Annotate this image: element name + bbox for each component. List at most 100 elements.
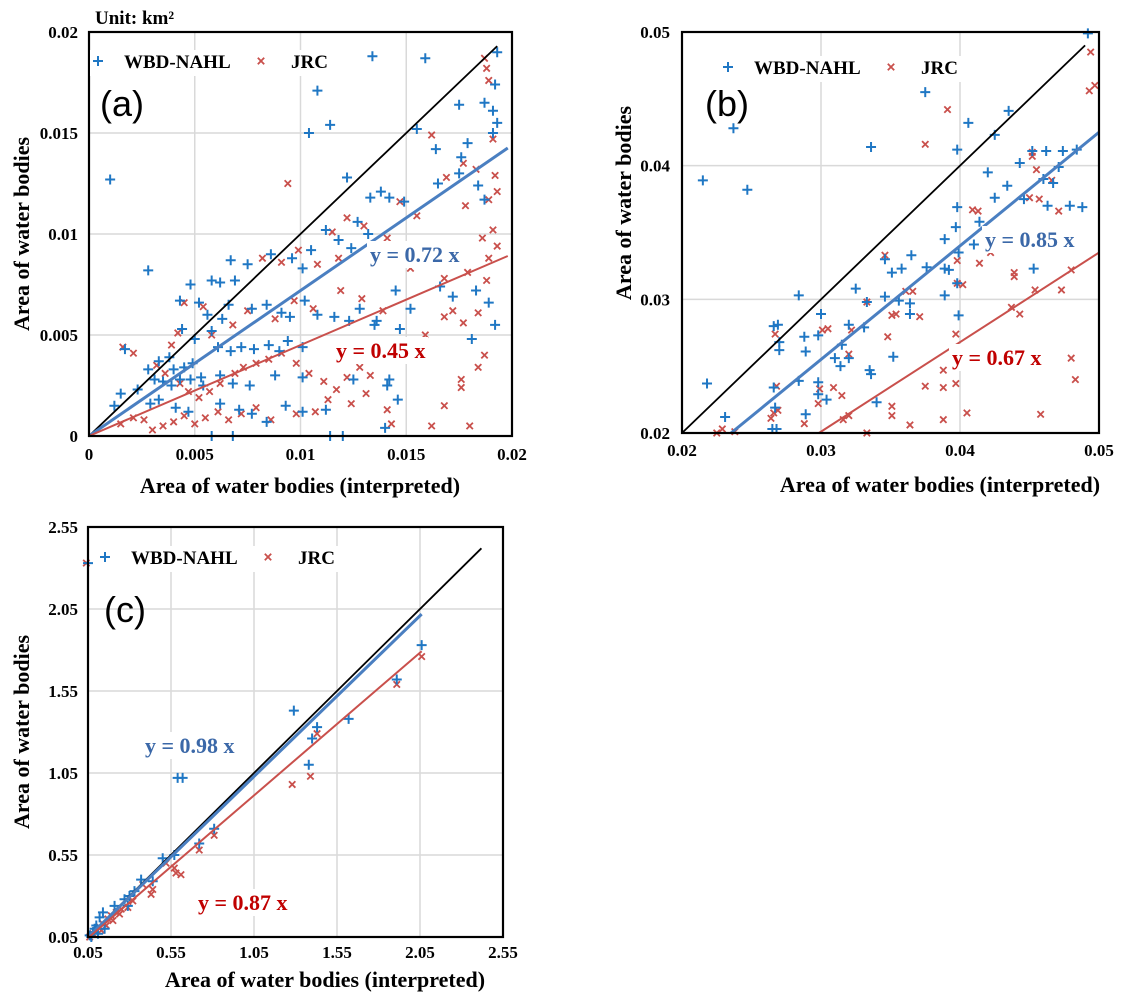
- wbd-nahl-point: [297, 263, 308, 274]
- wbd-nahl-point: [896, 263, 907, 274]
- wbd-nahl-point: [367, 51, 378, 62]
- wbd-nahl-point: [447, 291, 458, 302]
- x-tick-label: 0.05: [1084, 441, 1114, 460]
- equation-label-wbd-nahl: y = 0.72 x: [370, 242, 460, 267]
- wbd-nahl-point: [768, 382, 779, 393]
- jrc-point: [1067, 354, 1076, 362]
- wbd-nahl-point: [288, 705, 299, 716]
- jrc-point: [493, 187, 502, 196]
- y-tick-label: 0.05: [48, 928, 78, 947]
- jrc-point: [921, 382, 930, 391]
- wbd-nahl-point: [420, 53, 431, 64]
- wbd-nahl-point: [774, 345, 785, 356]
- wbd-nahl-point: [352, 216, 363, 227]
- wbd-nahl-point: [236, 342, 247, 353]
- jrc-point: [718, 425, 727, 433]
- equation-label-jrc: y = 0.67 x: [952, 345, 1042, 370]
- wbd-nahl-point: [365, 192, 376, 203]
- x-tick-label: 0.04: [945, 441, 975, 460]
- jrc-point: [839, 415, 848, 424]
- legend-label-wbd-nahl: WBD-NAHL: [131, 548, 238, 569]
- jrc-point: [271, 315, 279, 323]
- jrc-point: [313, 729, 321, 738]
- y-tick-label: 0.01: [48, 225, 78, 244]
- wbd-nahl-point: [1027, 145, 1038, 156]
- jrc-point: [357, 294, 366, 303]
- jrc-point: [440, 312, 449, 321]
- legend-jrc-icon: [257, 57, 265, 65]
- jrc-point: [440, 401, 449, 410]
- panel-label: (b): [705, 83, 749, 124]
- wbd-nahl-point: [742, 184, 753, 195]
- wbd-nahl-point: [1064, 200, 1075, 211]
- jrc-point: [332, 385, 341, 394]
- jrc-point: [1085, 86, 1094, 95]
- jrc-point: [129, 349, 138, 358]
- wbd-nahl-point: [174, 295, 185, 306]
- jrc-point: [440, 274, 449, 283]
- wbd-nahl-point: [215, 398, 226, 409]
- wbd-nahl-point: [843, 319, 854, 330]
- jrc-point: [355, 363, 364, 372]
- wbd-nahl-point: [866, 141, 877, 152]
- wbd-nahl-point: [904, 298, 915, 309]
- chart-panel-0: 0 0.005 0.01 0.015 0.02 0 0.005 0.01 0.015 0.02 Ar…: [9, 23, 527, 498]
- y-tick-label: 0.05: [640, 23, 670, 42]
- wbd-nahl-point: [879, 291, 890, 302]
- wbd-nahl-point: [454, 168, 465, 179]
- jrc-point: [767, 414, 775, 423]
- wbd-nahl-point: [1057, 145, 1068, 156]
- wbd-nahl-point: [462, 138, 473, 149]
- jrc-point: [1071, 375, 1080, 384]
- wbd-nahl-point: [153, 356, 164, 367]
- wbd-nahl-point: [119, 344, 130, 355]
- jrc-point: [888, 411, 896, 420]
- wbd-nahl-point: [430, 144, 441, 155]
- wbd-nahl-point: [392, 394, 403, 405]
- jrc-point: [1010, 272, 1019, 281]
- wbd-nahl-point: [866, 369, 877, 380]
- y-tick-label: 0.03: [640, 290, 670, 309]
- legend-background: [90, 50, 358, 76]
- wbd-nahl-point: [904, 309, 915, 320]
- wbd-nahl-point: [1002, 180, 1013, 191]
- y-tick-label: 0.55: [48, 846, 78, 865]
- jrc-point: [305, 369, 313, 378]
- jrc-point: [1054, 207, 1063, 215]
- jrc-point: [457, 375, 466, 384]
- wbd-nahl-point: [284, 311, 295, 322]
- jrc-point: [838, 391, 846, 400]
- wbd-nahl-point: [234, 404, 245, 415]
- jrc-point: [491, 171, 499, 180]
- wbd-nahl-point: [487, 105, 498, 116]
- wbd-nahl-point: [939, 290, 950, 301]
- jrc-point: [963, 409, 971, 417]
- wbd-nahl-point: [399, 196, 410, 207]
- x-tick-label: 0.01: [286, 445, 316, 464]
- jrc-point: [383, 234, 392, 242]
- wbd-nahl-point: [479, 194, 490, 205]
- jrc-point: [939, 415, 948, 424]
- wbd-nahl-point: [702, 378, 713, 389]
- wbd-nahl-point: [157, 853, 168, 864]
- wbd-nahl-point: [456, 152, 467, 163]
- legend: WBD-NAHL JRC: [97, 546, 365, 572]
- wbd-nahl-point: [813, 389, 824, 400]
- wbd-nahl-point: [99, 923, 110, 934]
- wbd-nahl-point: [263, 340, 274, 351]
- jrc-point: [824, 324, 832, 333]
- jrc-point: [943, 105, 952, 114]
- wbd-nahl-point: [384, 374, 395, 385]
- wbd-nahl-point: [1077, 202, 1088, 213]
- wbd-nahl-point: [391, 674, 402, 685]
- wbd-nahl-point: [346, 243, 357, 254]
- jrc-point: [147, 890, 155, 899]
- jrc-point: [228, 321, 237, 329]
- legend: WBD-NAHL JRC: [720, 56, 988, 82]
- x-tick-label: 0.02: [667, 441, 697, 460]
- jrc-point: [1032, 165, 1041, 174]
- jrc-point: [461, 201, 470, 210]
- wbd-nahl-point: [248, 344, 259, 355]
- wbd-nahl-point: [143, 364, 154, 375]
- wbd-nahl-point: [492, 117, 503, 128]
